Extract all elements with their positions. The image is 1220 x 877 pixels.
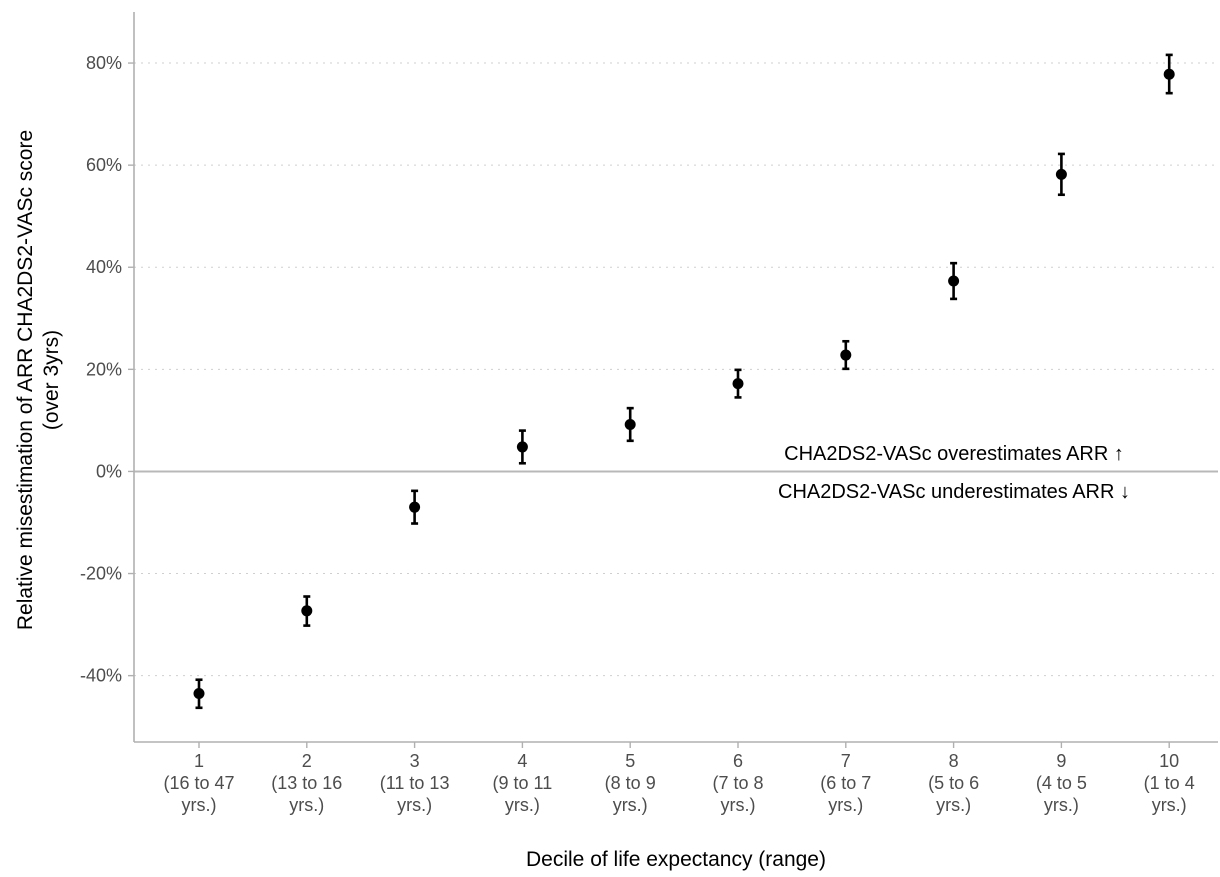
x-tick-label: 8 (5 to 6 yrs.) <box>928 751 979 815</box>
x-tick-label-line: 9 <box>1056 751 1066 771</box>
data-point <box>732 378 744 390</box>
x-tick-label-line: yrs.) <box>1044 795 1079 815</box>
y-axis-title-line-2: (over 3yrs) <box>40 330 63 430</box>
annotation-underestimates: CHA2DS2-VASc underestimates ARR ↓ <box>778 481 1130 503</box>
data-point <box>301 605 313 617</box>
y-tick-label: 60% <box>86 155 122 175</box>
x-tick-label-line: 8 <box>949 751 959 771</box>
data-point <box>840 349 852 361</box>
x-tick-label-line: (6 to 7 <box>820 773 871 793</box>
x-tick-label-line: 5 <box>625 751 635 771</box>
x-tick-label-line: 4 <box>517 751 527 771</box>
x-tick-label-line: (1 to 4 <box>1144 773 1195 793</box>
data-point <box>409 501 421 513</box>
x-tick-label: 5 (8 to 9 yrs.) <box>605 751 656 815</box>
x-tick-label-line: (16 to 47 <box>163 773 234 793</box>
y-tick-label: -40% <box>80 666 122 686</box>
data-point <box>1163 68 1175 80</box>
annotation-overestimates: CHA2DS2-VASc overestimates ARR ↑ <box>784 443 1124 465</box>
x-tick-label-line: yrs.) <box>721 795 756 815</box>
gridlines <box>134 62 1218 677</box>
y-tick-label: -20% <box>80 564 122 584</box>
data-point <box>516 441 528 453</box>
x-tick-label-line: (8 to 9 <box>605 773 656 793</box>
y-axis-title: Relative misestimation of ARR CHA2DS2-VA… <box>14 130 63 630</box>
y-tick-label: 80% <box>86 53 122 73</box>
y-axis-ticks: -40% -20% 0% 20% 40% 60% 80% <box>80 53 134 686</box>
x-tick-label-line: (9 to 11 <box>493 773 553 793</box>
x-tick-label-line: (4 to 5 <box>1036 773 1087 793</box>
x-tick-label-line: yrs.) <box>289 795 324 815</box>
x-tick-label-line: yrs.) <box>613 795 648 815</box>
x-tick-label-line: (5 to 6 <box>928 773 979 793</box>
x-tick-label-line: yrs.) <box>1152 795 1187 815</box>
data-point <box>948 275 960 287</box>
x-tick-label: 6 (7 to 8 yrs.) <box>712 751 763 815</box>
y-tick-label: 20% <box>86 359 122 379</box>
y-tick-label: 0% <box>96 461 122 481</box>
x-tick-label: 3 (11 to 13 yrs.) <box>380 751 450 815</box>
x-axis-ticks: 1 (16 to 47 yrs.)2 (13 to 16 yrs.)3 (11 to 13… <box>163 742 1195 815</box>
x-tick-label-line: 7 <box>841 751 851 771</box>
x-tick-label-line: yrs.) <box>828 795 863 815</box>
data-point <box>1055 168 1067 180</box>
x-tick-label-line: 6 <box>733 751 743 771</box>
x-tick-label: 1 (16 to 47 yrs.) <box>163 751 234 815</box>
y-tick-label: 40% <box>86 257 122 277</box>
data-marks <box>193 53 1175 710</box>
x-tick-label-line: 3 <box>410 751 420 771</box>
x-tick-label: 10 (1 to 4 yrs.) <box>1144 751 1195 815</box>
x-tick-label: 4 (9 to 11 yrs.) <box>493 751 553 815</box>
x-tick-label-line: 2 <box>302 751 312 771</box>
data-point <box>624 418 636 430</box>
data-point <box>193 688 205 700</box>
x-tick-label-line: (7 to 8 <box>712 773 763 793</box>
x-tick-label-line: (11 to 13 <box>380 773 450 793</box>
y-axis-title-line-1: Relative misestimation of ARR CHA2DS2-VA… <box>14 130 37 630</box>
x-tick-label-line: yrs.) <box>505 795 540 815</box>
x-axis-title: Decile of life expectancy (range) <box>526 848 826 871</box>
x-tick-label: 9 (4 to 5 yrs.) <box>1036 751 1087 815</box>
x-tick-label-line: yrs.) <box>182 795 217 815</box>
x-tick-label-line: 10 <box>1159 751 1179 771</box>
x-tick-label-line: yrs.) <box>936 795 971 815</box>
x-tick-label-line: (13 to 16 <box>271 773 342 793</box>
x-tick-label: 7 (6 to 7 yrs.) <box>820 751 871 815</box>
x-tick-label-line: yrs.) <box>397 795 432 815</box>
x-tick-label-line: 1 <box>194 751 204 771</box>
x-tick-label: 2 (13 to 16 yrs.) <box>271 751 342 815</box>
